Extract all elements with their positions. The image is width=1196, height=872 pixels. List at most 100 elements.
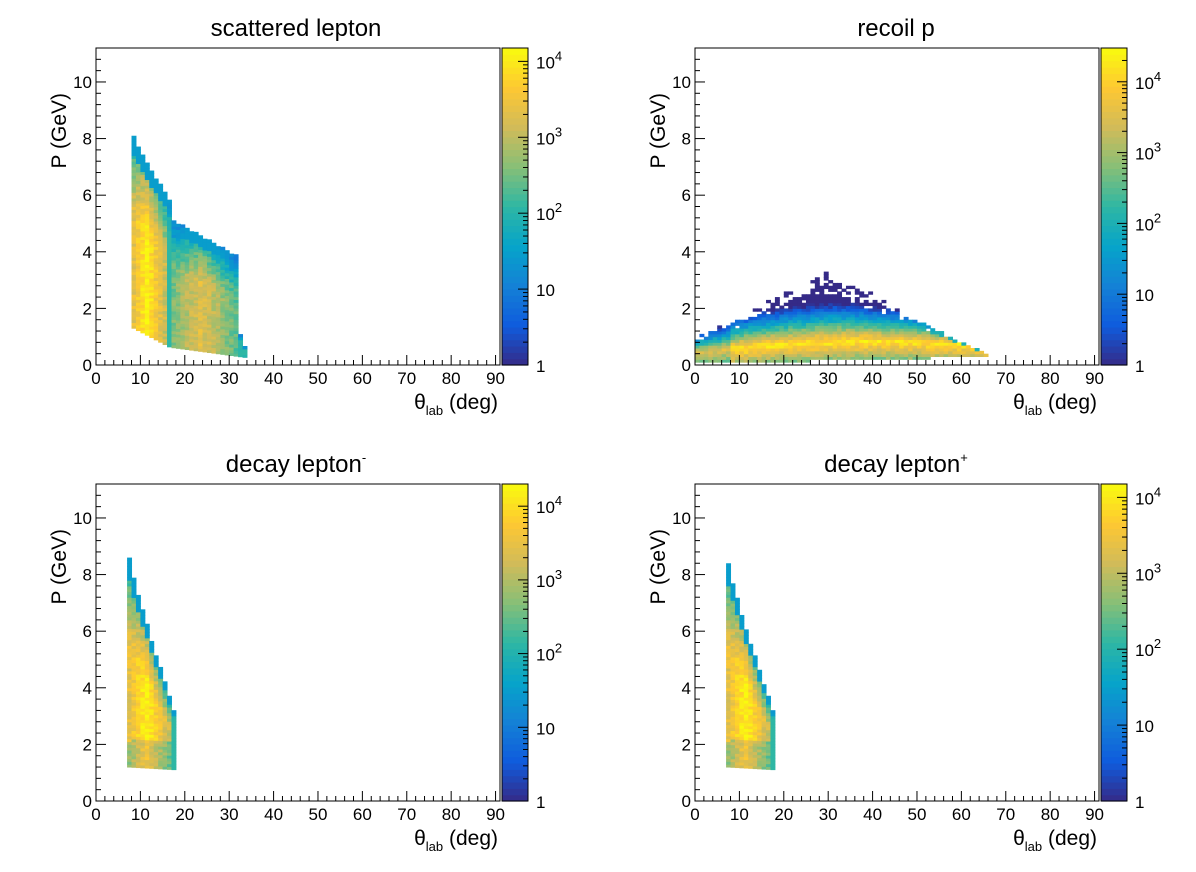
color-scale-step: [502, 769, 528, 777]
heatmap-bin: [233, 305, 239, 309]
heatmap-bin: [229, 301, 235, 306]
heatmap-bin: [127, 645, 133, 649]
heatmap-bin: [739, 759, 745, 763]
heatmap-bin: [748, 697, 754, 701]
y-axis-label: P (GeV): [647, 529, 670, 604]
heatmap-bin: [739, 750, 745, 755]
heatmap-bin: [233, 268, 239, 272]
heatmap-bin: [872, 356, 878, 360]
heatmap-bin: [859, 316, 865, 321]
heatmap-bin: [868, 345, 874, 349]
heatmap-bin: [153, 303, 159, 307]
heatmap-bin: [153, 274, 159, 279]
heatmap-bin: [726, 679, 732, 683]
heatmap-bin: [162, 290, 168, 295]
heatmap-bin: [180, 346, 186, 350]
heatmap-bin: [734, 705, 740, 709]
heatmap-bin: [837, 339, 843, 343]
x-tick-label: 0: [91, 805, 100, 824]
heatmap-bin: [788, 356, 794, 360]
heatmap-bin: [841, 333, 847, 338]
heatmap-bin: [171, 746, 177, 751]
heatmap-bin: [135, 194, 141, 199]
heatmap-bin: [184, 278, 190, 283]
heatmap-bin: [140, 168, 146, 173]
heatmap-bin: [734, 637, 740, 641]
heatmap-bin: [211, 350, 217, 354]
heatmap-bin: [708, 359, 714, 363]
color-scale-step: [1101, 358, 1127, 366]
heatmap-bin: [215, 348, 221, 352]
heatmap-bin: [144, 250, 150, 254]
heatmap-bin: [766, 336, 771, 341]
color-scale-step: [502, 731, 528, 739]
heatmap-bin: [859, 294, 865, 298]
heatmap-bin: [238, 334, 244, 338]
heatmap-bin: [739, 654, 745, 658]
heatmap-bin: [792, 322, 798, 326]
heatmap-bin: [726, 614, 732, 618]
heatmap-bin: [135, 702, 141, 706]
heatmap-bin: [797, 316, 803, 321]
heatmap-bin: [934, 331, 940, 335]
heatmap-bin: [703, 353, 709, 358]
color-scale-step: [502, 238, 528, 246]
color-scale-step: [502, 629, 528, 637]
heatmap-bin: [726, 636, 732, 641]
heatmap-bin: [766, 738, 771, 742]
heatmap-bin: [863, 328, 869, 332]
heatmap-bin: [131, 229, 137, 233]
heatmap-bin: [761, 350, 767, 355]
heatmap-bin: [703, 356, 709, 360]
heatmap-bin: [229, 281, 235, 286]
heatmap-bin: [193, 345, 199, 349]
heatmap-bin: [894, 311, 900, 315]
heatmap-bin: [757, 766, 763, 770]
heatmap-bin: [810, 325, 816, 329]
heatmap-bin: [894, 342, 900, 346]
heatmap-bin: [859, 339, 865, 343]
heatmap-bin: [877, 348, 882, 352]
heatmap-bin: [828, 302, 834, 307]
heatmap-bin: [153, 212, 159, 216]
heatmap-bin: [726, 707, 732, 711]
heatmap-bin: [135, 282, 141, 286]
heatmap-bin: [158, 717, 164, 722]
heatmap-bin: [699, 345, 705, 349]
heatmap-bin: [739, 708, 745, 712]
heatmap-bin: [215, 249, 221, 253]
heatmap-bin: [135, 620, 141, 624]
heatmap-bin: [761, 692, 767, 696]
heatmap-bin: [734, 620, 740, 624]
heatmap-bin: [734, 730, 740, 735]
heatmap-bin: [730, 603, 736, 607]
heatmap-bin: [220, 252, 226, 256]
heatmap-bin: [162, 253, 168, 258]
heatmap-bin: [956, 353, 962, 358]
heatmap-bin: [131, 724, 137, 729]
heatmap-bin: [748, 714, 754, 718]
heatmap-bin: [908, 319, 914, 324]
heatmap-bin: [149, 691, 155, 696]
heatmap-bin: [788, 322, 794, 326]
heatmap-bin: [184, 329, 190, 334]
heatmap-bin: [899, 345, 905, 349]
heatmap-bin: [766, 724, 771, 728]
heatmap-bin: [140, 651, 146, 656]
heatmap-bin: [748, 342, 754, 346]
heatmap-bin: [766, 746, 771, 751]
heatmap-bin: [149, 210, 155, 214]
heatmap-bin: [180, 286, 186, 290]
color-scale-label: 103: [536, 567, 562, 591]
heatmap-bin: [699, 359, 705, 363]
heatmap-bin: [153, 754, 159, 758]
heatmap-bin: [224, 270, 230, 274]
heatmap-bin: [171, 308, 177, 312]
heatmap-bin: [140, 714, 146, 718]
heatmap-bin: [175, 269, 181, 273]
heatmap-bin: [149, 221, 155, 225]
heatmap-bin: [229, 349, 235, 354]
heatmap-bin: [167, 298, 172, 303]
heatmap-bin: [198, 283, 204, 287]
heatmap-bin: [175, 294, 181, 298]
